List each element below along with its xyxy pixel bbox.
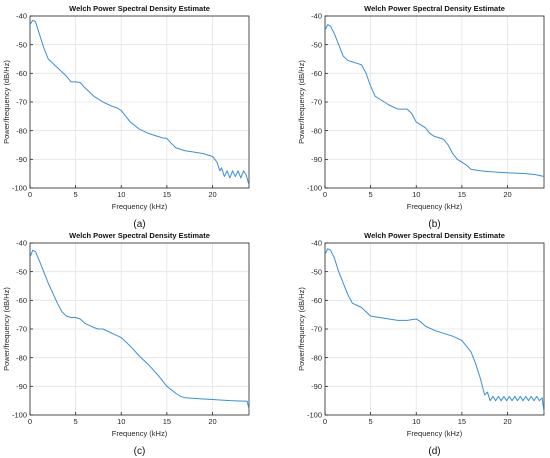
chart-title: Welch Power Spectral Density Estimate <box>69 231 210 240</box>
x-tick-label: 0 <box>323 417 327 426</box>
x-tick-label: 20 <box>208 417 216 426</box>
panel-caption: (d) <box>428 446 440 457</box>
y-tick-label: -50 <box>16 40 27 49</box>
y-tick-label: -50 <box>16 267 27 276</box>
x-axis-label: Frequency (kHz) <box>112 429 168 438</box>
y-tick-label: -90 <box>16 382 27 391</box>
y-tick-label: -80 <box>311 126 322 135</box>
x-tick-label: 5 <box>369 190 373 199</box>
chart-panel-4: 0 5 10 15 20 -40 -50 -60 -70 -80 -90 -100 Welch Powe… <box>297 231 545 457</box>
y-tick-label: -40 <box>16 12 27 21</box>
chart-panel-1: 0 5 10 15 20 -40 -50 -60 -70 -80 -90 -100 Welch Powe… <box>2 4 250 230</box>
y-tick-label: -100 <box>307 411 322 420</box>
y-axis-label: Power/frequency (dB/Hz) <box>2 287 11 371</box>
y-tick-label: -90 <box>311 155 322 164</box>
y-tick-label: -70 <box>311 325 322 334</box>
x-axis-label: Frequency (kHz) <box>407 429 463 438</box>
x-tick-label: 5 <box>74 417 78 426</box>
chart-panel-2: 0 5 10 15 20 -40 -50 -60 -70 -80 -90 -100 Welch Powe… <box>297 4 545 230</box>
y-tick-label: -70 <box>311 98 322 107</box>
y-axis-label: Power/frequency (dB/Hz) <box>297 60 306 144</box>
chart-title: Welch Power Spectral Density Estimate <box>69 4 210 13</box>
x-tick-label: 5 <box>369 417 373 426</box>
y-tick-label: -60 <box>16 296 27 305</box>
x-tick-label: 20 <box>208 190 216 199</box>
y-tick-label: -80 <box>16 126 27 135</box>
chart-title: Welch Power Spectral Density Estimate <box>364 4 505 13</box>
y-tick-label: -90 <box>16 155 27 164</box>
y-tick-label: -90 <box>311 382 322 391</box>
panel-caption: (b) <box>428 219 440 230</box>
chart-panel-3: 0 5 10 15 20 -40 -50 -60 -70 -80 -90 -100 Welch Powe… <box>2 231 250 457</box>
chart-title: Welch Power Spectral Density Estimate <box>364 231 505 240</box>
y-tick-label: -50 <box>311 40 322 49</box>
y-tick-label: -40 <box>16 239 27 248</box>
x-axis-label: Frequency (kHz) <box>112 202 168 211</box>
x-tick-label: 20 <box>503 417 511 426</box>
y-tick-label: -70 <box>16 98 27 107</box>
x-tick-label: 0 <box>28 190 32 199</box>
y-tick-label: -70 <box>16 325 27 334</box>
panel-caption: (a) <box>133 219 145 230</box>
y-tick-label: -80 <box>311 353 322 362</box>
y-tick-label: -100 <box>12 184 27 193</box>
y-axis-label: Power/frequency (dB/Hz) <box>297 287 306 371</box>
y-tick-label: -60 <box>311 296 322 305</box>
y-tick-label: -100 <box>307 184 322 193</box>
x-tick-label: 15 <box>458 190 466 199</box>
x-tick-label: 10 <box>412 190 420 199</box>
y-tick-label: -50 <box>311 267 322 276</box>
y-tick-label: -60 <box>311 69 322 78</box>
y-tick-label: -40 <box>311 239 322 248</box>
x-axis-label: Frequency (kHz) <box>407 202 463 211</box>
y-tick-label: -40 <box>311 12 322 21</box>
psd-series-line <box>324 248 545 413</box>
x-tick-label: 20 <box>503 190 511 199</box>
y-tick-label: -60 <box>16 69 27 78</box>
x-tick-label: 5 <box>74 190 78 199</box>
x-tick-label: 15 <box>163 190 171 199</box>
y-axis-label: Power/frequency (dB/Hz) <box>2 60 11 144</box>
x-tick-label: 15 <box>163 417 171 426</box>
x-tick-label: 15 <box>458 417 466 426</box>
psd-series-line <box>29 249 250 410</box>
x-tick-label: 0 <box>323 190 327 199</box>
y-tick-label: -80 <box>16 353 27 362</box>
y-tick-label: -100 <box>12 411 27 420</box>
psd-series-line <box>324 24 545 178</box>
x-tick-label: 10 <box>117 417 125 426</box>
psd-series-line <box>29 19 250 186</box>
x-tick-label: 10 <box>412 417 420 426</box>
panel-caption: (c) <box>134 446 146 457</box>
x-tick-label: 0 <box>28 417 32 426</box>
x-tick-label: 10 <box>117 190 125 199</box>
